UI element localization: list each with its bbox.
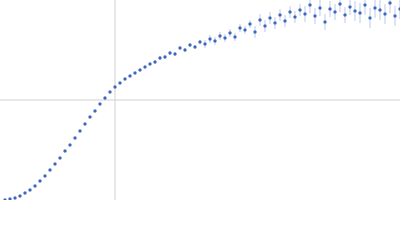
point bbox=[228, 31, 232, 35]
point bbox=[63, 149, 67, 153]
point bbox=[373, 6, 377, 10]
point bbox=[183, 48, 187, 52]
point bbox=[138, 68, 142, 72]
point bbox=[148, 62, 152, 66]
point bbox=[48, 168, 52, 172]
point bbox=[128, 74, 132, 78]
point bbox=[198, 40, 202, 44]
point bbox=[208, 37, 212, 41]
point bbox=[278, 13, 282, 17]
point bbox=[233, 35, 237, 39]
point bbox=[78, 129, 82, 133]
point bbox=[28, 188, 32, 192]
point bbox=[118, 81, 122, 85]
point bbox=[243, 28, 247, 32]
point bbox=[188, 43, 192, 47]
point bbox=[333, 10, 337, 14]
point bbox=[13, 196, 17, 200]
point bbox=[358, 11, 362, 15]
point bbox=[253, 30, 257, 34]
point bbox=[93, 109, 97, 113]
point bbox=[273, 21, 277, 25]
point bbox=[353, 9, 357, 13]
point bbox=[318, 6, 322, 10]
point bbox=[143, 65, 147, 69]
point bbox=[378, 8, 382, 12]
point bbox=[8, 197, 12, 200]
point bbox=[323, 20, 327, 24]
point bbox=[108, 90, 112, 94]
point bbox=[308, 3, 312, 7]
point bbox=[38, 179, 42, 183]
point bbox=[203, 42, 207, 46]
point bbox=[338, 2, 342, 6]
point bbox=[43, 174, 47, 178]
point bbox=[193, 45, 197, 49]
point bbox=[163, 55, 167, 59]
point bbox=[178, 46, 182, 50]
point bbox=[158, 56, 162, 60]
point bbox=[98, 102, 102, 106]
point bbox=[368, 16, 372, 20]
point bbox=[168, 51, 172, 55]
point bbox=[3, 198, 7, 200]
chart bbox=[0, 0, 400, 200]
point bbox=[298, 8, 302, 12]
point bbox=[258, 18, 262, 22]
point bbox=[83, 122, 87, 126]
point bbox=[153, 60, 157, 64]
point bbox=[103, 96, 107, 100]
point bbox=[238, 26, 242, 30]
point bbox=[303, 12, 307, 16]
point bbox=[343, 13, 347, 17]
point bbox=[133, 71, 137, 75]
point bbox=[328, 7, 332, 11]
point bbox=[268, 16, 272, 20]
point bbox=[283, 19, 287, 23]
point bbox=[123, 77, 127, 81]
point bbox=[73, 136, 77, 140]
point bbox=[218, 34, 222, 38]
point bbox=[223, 36, 227, 40]
point bbox=[248, 22, 252, 26]
point bbox=[388, 1, 392, 5]
point bbox=[363, 3, 367, 7]
point bbox=[53, 162, 57, 166]
point bbox=[88, 115, 92, 119]
point bbox=[23, 191, 27, 195]
point bbox=[293, 15, 297, 19]
point bbox=[173, 52, 177, 56]
point bbox=[213, 39, 217, 43]
point bbox=[58, 156, 62, 160]
point bbox=[288, 10, 292, 14]
point bbox=[68, 143, 72, 147]
point bbox=[313, 14, 317, 18]
point bbox=[263, 24, 267, 28]
point bbox=[393, 14, 397, 18]
point bbox=[113, 85, 117, 89]
point bbox=[33, 184, 37, 188]
point bbox=[348, 5, 352, 9]
point bbox=[18, 194, 22, 198]
point bbox=[383, 12, 387, 16]
